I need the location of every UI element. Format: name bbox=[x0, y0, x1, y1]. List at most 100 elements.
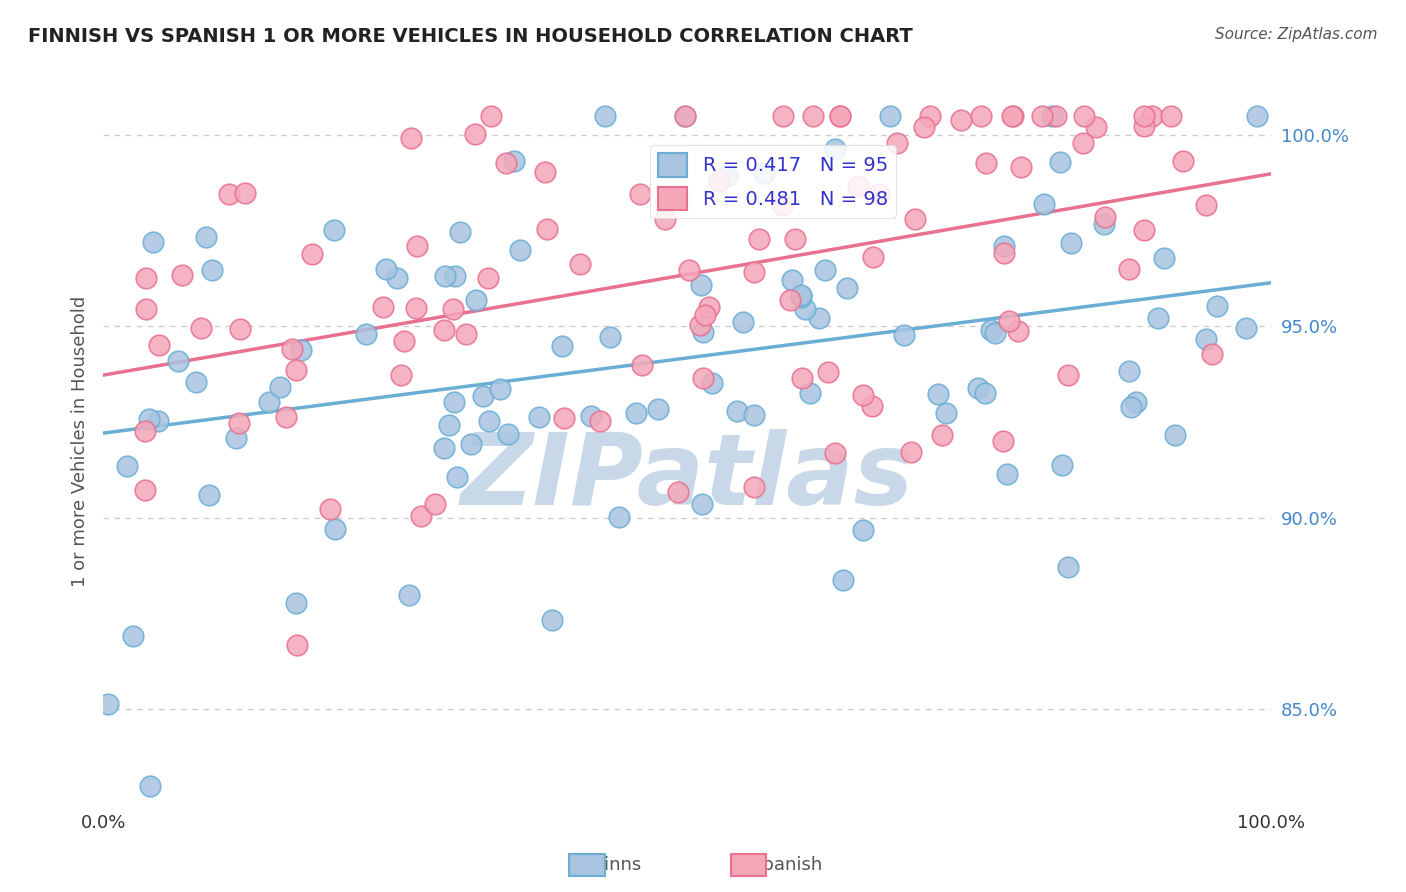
Point bbox=[197, 488, 219, 502]
Point bbox=[540, 613, 562, 627]
Point bbox=[1071, 136, 1094, 151]
Point bbox=[1073, 109, 1095, 123]
Point bbox=[779, 293, 801, 308]
Point bbox=[285, 638, 308, 652]
Point bbox=[1010, 160, 1032, 174]
Point bbox=[599, 329, 621, 343]
Point bbox=[167, 354, 190, 368]
Point bbox=[1085, 120, 1108, 134]
Point bbox=[770, 198, 793, 212]
Point bbox=[550, 339, 572, 353]
Point bbox=[860, 399, 883, 413]
Point bbox=[97, 698, 120, 712]
Point bbox=[912, 120, 935, 135]
Point bbox=[752, 166, 775, 180]
Point bbox=[454, 327, 477, 342]
Point bbox=[434, 269, 457, 284]
Point bbox=[139, 779, 162, 793]
Point bbox=[748, 232, 770, 246]
Point bbox=[1160, 109, 1182, 123]
Point bbox=[830, 109, 852, 123]
Point bbox=[1146, 310, 1168, 325]
Point bbox=[624, 406, 647, 420]
Point bbox=[790, 371, 813, 385]
Point bbox=[799, 385, 821, 400]
Point bbox=[1092, 217, 1115, 231]
Point bbox=[433, 441, 456, 455]
Point bbox=[1040, 109, 1063, 123]
Point bbox=[801, 109, 824, 123]
Point bbox=[374, 262, 396, 277]
Point bbox=[1195, 198, 1218, 212]
Point bbox=[702, 376, 724, 391]
Point bbox=[135, 271, 157, 285]
Point bbox=[479, 109, 502, 123]
Point bbox=[1125, 395, 1147, 409]
Point bbox=[689, 318, 711, 333]
Point bbox=[301, 247, 323, 261]
Point bbox=[931, 428, 953, 442]
Y-axis label: 1 or more Vehicles in Household: 1 or more Vehicles in Household bbox=[72, 295, 89, 587]
Point bbox=[1140, 109, 1163, 123]
Point bbox=[742, 265, 765, 279]
Point bbox=[190, 321, 212, 335]
Point bbox=[927, 387, 949, 401]
Point bbox=[790, 290, 813, 304]
Point bbox=[692, 497, 714, 511]
Point bbox=[666, 484, 689, 499]
Point bbox=[607, 510, 630, 524]
Point bbox=[852, 387, 875, 401]
Point bbox=[502, 153, 524, 168]
Legend: R = 0.417   N = 95, R = 0.481   N = 98: R = 0.417 N = 95, R = 0.481 N = 98 bbox=[650, 145, 896, 218]
Point bbox=[983, 326, 1005, 340]
Point bbox=[449, 225, 471, 239]
Point bbox=[654, 211, 676, 226]
Point bbox=[354, 326, 377, 341]
Point bbox=[995, 467, 1018, 481]
Point bbox=[1050, 458, 1073, 472]
Point bbox=[121, 629, 143, 643]
Point bbox=[281, 342, 304, 356]
Point bbox=[460, 437, 482, 451]
Point bbox=[1000, 109, 1022, 123]
Point bbox=[862, 250, 884, 264]
Text: Finns: Finns bbox=[596, 856, 641, 874]
Point bbox=[742, 480, 765, 494]
Point bbox=[725, 403, 748, 417]
Point bbox=[437, 418, 460, 433]
Point bbox=[628, 187, 651, 202]
Text: Spanish: Spanish bbox=[752, 856, 823, 874]
Point bbox=[323, 223, 346, 237]
Point bbox=[441, 301, 464, 316]
Point bbox=[536, 221, 558, 235]
Point bbox=[1056, 368, 1078, 383]
Point bbox=[1031, 109, 1053, 123]
Point bbox=[716, 169, 738, 183]
Point bbox=[693, 308, 716, 322]
Point bbox=[993, 239, 1015, 253]
Point bbox=[135, 302, 157, 317]
Point bbox=[433, 322, 456, 336]
Point bbox=[411, 509, 433, 524]
Point bbox=[1094, 210, 1116, 224]
Point bbox=[228, 417, 250, 431]
Point bbox=[385, 271, 408, 285]
Point bbox=[1171, 153, 1194, 168]
Point bbox=[1133, 223, 1156, 237]
Point bbox=[1133, 120, 1156, 134]
Point bbox=[201, 262, 224, 277]
Point bbox=[1153, 251, 1175, 265]
Point bbox=[993, 246, 1015, 260]
Point bbox=[423, 497, 446, 511]
Point bbox=[783, 231, 806, 245]
Point bbox=[920, 109, 942, 123]
Point bbox=[389, 368, 412, 383]
Point bbox=[465, 293, 488, 307]
Point bbox=[692, 371, 714, 385]
Point bbox=[966, 381, 988, 395]
Point bbox=[830, 109, 852, 123]
Point bbox=[229, 322, 252, 336]
Point bbox=[553, 411, 575, 425]
Point bbox=[1234, 321, 1257, 335]
Point bbox=[148, 337, 170, 351]
